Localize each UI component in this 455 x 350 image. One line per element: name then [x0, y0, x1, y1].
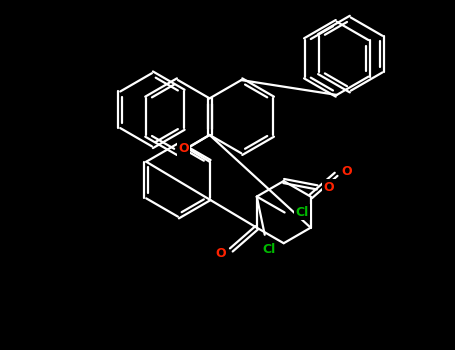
Text: O: O — [341, 164, 352, 177]
Text: O: O — [324, 181, 334, 194]
Text: O: O — [216, 247, 226, 260]
Text: Cl: Cl — [295, 206, 309, 219]
Text: O: O — [178, 142, 189, 155]
Text: Cl: Cl — [262, 243, 275, 256]
